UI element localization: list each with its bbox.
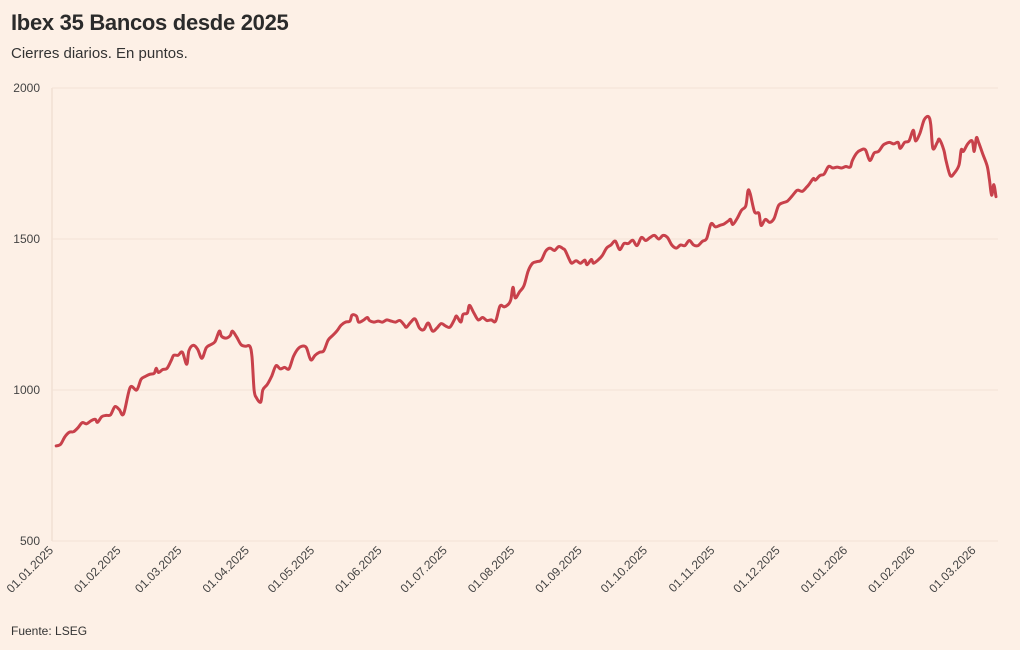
x-tick-label: 01.02.2026 bbox=[865, 543, 918, 596]
x-tick-label: 01.03.2025 bbox=[132, 543, 185, 596]
x-tick-label: 01.01.2025 bbox=[4, 543, 57, 596]
x-axis-ticks: 01.01.2025 01.02.2025 01.03.2025 01.04.2025… bbox=[4, 543, 979, 596]
x-tick-label: 01.10.2025 bbox=[598, 543, 651, 596]
y-tick-label: 1500 bbox=[13, 232, 40, 246]
x-tick-label: 01.05.2025 bbox=[265, 543, 318, 596]
y-tick-label: 500 bbox=[20, 534, 40, 548]
x-tick-label: 01.12.2025 bbox=[730, 543, 783, 596]
y-tick-label: 1000 bbox=[13, 383, 40, 397]
x-tick-label: 01.11.2025 bbox=[666, 543, 718, 595]
x-tick-label: 01.01.2026 bbox=[798, 543, 851, 596]
x-tick-label: 01.09.2025 bbox=[532, 543, 585, 596]
x-tick-label: 01.06.2025 bbox=[332, 543, 385, 596]
chart-title: Ibex 35 Bancos desde 2025 bbox=[11, 10, 289, 35]
chart-subtitle: Cierres diarios. En puntos. bbox=[11, 45, 188, 62]
source-note: Fuente: LSEG bbox=[11, 624, 88, 638]
x-tick-label: 01.02.2025 bbox=[71, 543, 124, 596]
x-tick-label: 01.04.2025 bbox=[200, 543, 253, 596]
grid bbox=[51, 87, 998, 542]
series-group bbox=[54, 114, 998, 448]
x-tick-label: 01.07.2025 bbox=[398, 543, 451, 596]
x-tick-label: 01.03.2026 bbox=[926, 543, 979, 596]
y-tick-label: 2000 bbox=[13, 81, 40, 95]
y-axis-ticks: 500 1000 1500 2000 bbox=[13, 81, 40, 548]
x-tick-label: 01.08.2025 bbox=[465, 543, 518, 596]
series-line-0 bbox=[54, 114, 998, 448]
